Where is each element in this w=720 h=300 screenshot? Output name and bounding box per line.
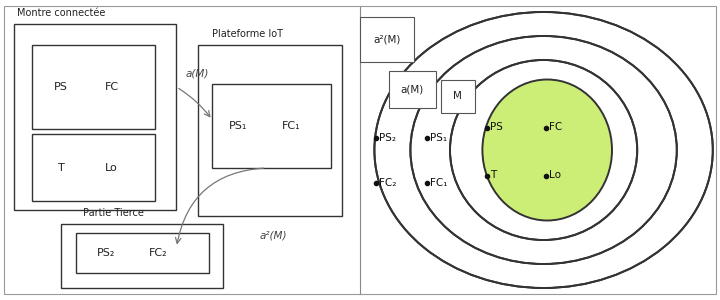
Ellipse shape (450, 60, 637, 240)
Bar (212, 84, 331, 168)
Text: Lo: Lo (105, 163, 118, 173)
FancyBboxPatch shape (441, 80, 475, 112)
Text: a²(M): a²(M) (373, 34, 400, 44)
Text: FC₂: FC₂ (149, 248, 168, 258)
Text: T: T (58, 163, 65, 173)
Text: FC: FC (549, 122, 562, 133)
Text: FC₂: FC₂ (379, 178, 396, 188)
FancyBboxPatch shape (360, 16, 414, 62)
Bar (76, 232, 209, 273)
Text: a²(M): a²(M) (259, 230, 287, 240)
Bar (14, 24, 176, 210)
Text: PS₂: PS₂ (97, 248, 116, 258)
Text: FC₁: FC₁ (430, 178, 447, 188)
Text: FC: FC (104, 82, 119, 92)
Bar (32, 134, 155, 201)
Text: a(M): a(M) (400, 84, 423, 94)
Text: Montre connectée: Montre connectée (17, 8, 105, 18)
Bar (32, 45, 155, 129)
FancyBboxPatch shape (389, 70, 436, 108)
Text: PS₁: PS₁ (228, 121, 247, 131)
Text: Lo: Lo (549, 170, 562, 181)
Text: FC₁: FC₁ (282, 121, 301, 131)
Bar (198, 45, 342, 216)
Ellipse shape (482, 80, 612, 220)
Text: PS₁: PS₁ (430, 133, 447, 143)
Text: PS: PS (54, 82, 68, 92)
Ellipse shape (374, 12, 713, 288)
Text: PS₂: PS₂ (379, 133, 396, 143)
Text: a(M): a(M) (186, 68, 209, 78)
Text: Plateforme IoT: Plateforme IoT (212, 29, 284, 39)
Ellipse shape (410, 36, 677, 264)
Text: M: M (454, 91, 462, 101)
Text: T: T (490, 170, 497, 181)
Bar (61, 224, 223, 288)
Text: Partie Tierce: Partie Tierce (83, 208, 144, 218)
Text: PS: PS (490, 122, 503, 133)
